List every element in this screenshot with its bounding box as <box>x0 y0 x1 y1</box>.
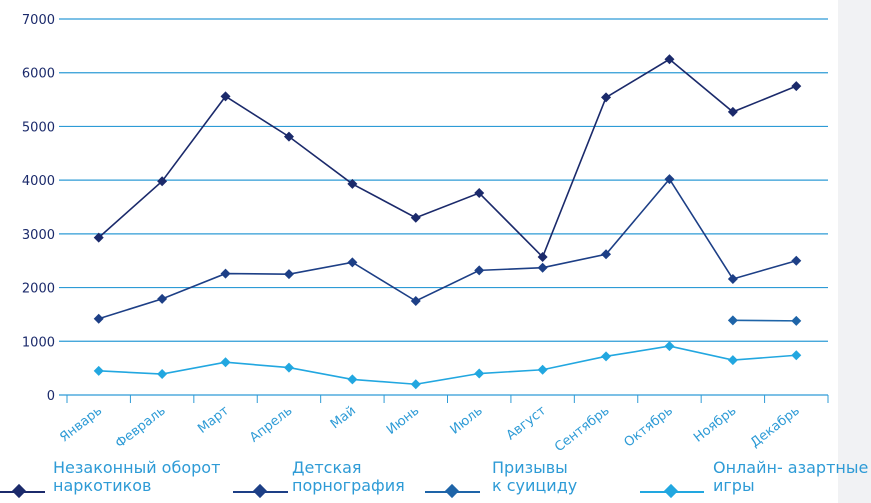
y-tick-label: 5000 <box>22 120 55 135</box>
legend-marker-suicide <box>444 483 460 499</box>
data-point <box>283 269 294 280</box>
data-point <box>283 131 294 142</box>
legend-label-drugs: Незаконный оборот наркотиков <box>53 458 221 495</box>
legend-label-child-abuse: Детская порнография <box>292 458 405 495</box>
series-line <box>98 58 797 259</box>
data-point <box>474 368 485 379</box>
series-3 <box>93 341 802 390</box>
x-tick-label: Сентябрь <box>552 403 612 455</box>
data-point <box>347 374 358 385</box>
data-point <box>347 178 358 189</box>
data-point <box>537 364 548 375</box>
data-point <box>791 81 802 92</box>
data-point <box>157 369 168 380</box>
legend-label-suicide: Призывы к суициду <box>492 458 578 495</box>
series-0 <box>93 54 802 262</box>
data-point <box>664 54 675 65</box>
y-tick-label: 6000 <box>22 67 55 82</box>
x-tick-label: Июнь <box>384 403 422 438</box>
legend-item-gambling: Онлайн- азартные игры <box>640 455 871 503</box>
x-tick-label: Июль <box>448 403 486 437</box>
data-point <box>727 106 738 117</box>
legend: Незаконный оборот наркотиков Детская пор… <box>0 455 871 503</box>
data-point <box>601 351 612 362</box>
data-point <box>537 251 548 262</box>
data-point <box>157 176 168 187</box>
x-tick-label: Февраль <box>113 403 169 451</box>
data-point <box>601 249 612 260</box>
series-1 <box>93 174 802 324</box>
x-axis: Январь Февраль Март Апрель Май Июнь Июль Август… <box>57 395 829 455</box>
data-point <box>220 91 231 102</box>
data-point <box>601 92 612 103</box>
data-point <box>474 265 485 276</box>
y-tick-label: 3000 <box>22 228 55 243</box>
data-point <box>474 188 485 199</box>
data-point <box>93 365 104 376</box>
data-point <box>220 268 231 279</box>
data-point <box>93 232 104 243</box>
y-tick-label: 0 <box>47 389 55 404</box>
series-2 <box>727 315 802 326</box>
data-point <box>791 315 802 326</box>
series-line <box>98 177 797 320</box>
legend-item-drugs: Незаконный оборот наркотиков <box>0 455 230 503</box>
y-axis-ticks: 0 1000 2000 3000 4000 5000 6000 7000 <box>22 13 55 404</box>
y-tick-label: 7000 <box>22 13 55 28</box>
legend-marker-gambling <box>663 483 679 499</box>
data-point <box>220 357 231 368</box>
legend-item-child-abuse: Детская порнография <box>233 455 433 503</box>
x-tick-label: Ноябрь <box>691 403 739 445</box>
x-tick-label: Август <box>504 403 550 443</box>
data-point <box>93 313 104 324</box>
data-point <box>410 296 421 306</box>
x-tick-label: Апрель <box>247 403 295 445</box>
x-tick-label: Декабрь <box>748 403 803 450</box>
x-tick-label: Январь <box>57 403 105 445</box>
data-point <box>664 341 675 352</box>
side-panel <box>838 0 871 503</box>
y-tick-label: 4000 <box>22 174 55 189</box>
x-tick-label: Март <box>195 403 232 437</box>
data-point <box>157 293 168 304</box>
data-point <box>727 315 738 326</box>
x-tick-label: Май <box>328 403 359 432</box>
legend-marker-child-abuse <box>252 483 268 499</box>
data-point <box>347 257 358 268</box>
legend-marker-drugs <box>11 483 27 499</box>
y-tick-label: 1000 <box>22 335 55 350</box>
x-tick-label: Октябрь <box>621 403 675 450</box>
data-point <box>410 379 421 390</box>
legend-label-gambling: Онлайн- азартные игры <box>713 458 869 495</box>
data-point <box>791 350 802 361</box>
data-point <box>410 212 421 223</box>
data-point <box>791 255 802 266</box>
data-point <box>283 362 294 373</box>
line-chart: 0 1000 2000 3000 4000 5000 6000 7000 Январь Февр… <box>22 13 829 455</box>
series-lines <box>93 54 802 390</box>
data-point <box>537 262 548 273</box>
series-line <box>98 345 797 386</box>
data-point <box>664 174 675 185</box>
legend-item-suicide: Призывы к суициду <box>425 455 625 503</box>
data-point <box>727 273 738 284</box>
y-tick-label: 2000 <box>22 282 55 297</box>
data-point <box>727 355 738 366</box>
series-line <box>732 319 797 322</box>
